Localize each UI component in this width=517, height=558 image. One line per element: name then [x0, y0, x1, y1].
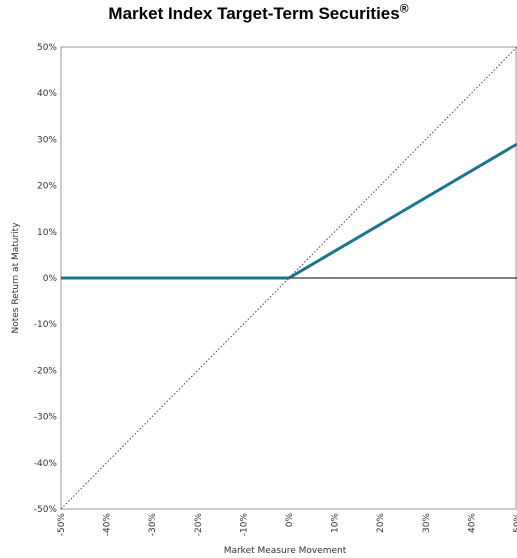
chart-title: Market Index Target-Term Securities®	[0, 1, 517, 24]
x-tick-label: 30%	[422, 513, 432, 533]
y-axis-ticks: -50% -40% -30% -20% -10% 0% 10% 20% 30% 40% 50%	[34, 43, 58, 515]
x-tick-label: -40%	[103, 513, 113, 537]
y-tick-label: -40%	[34, 459, 58, 469]
y-tick-label: 0%	[43, 274, 58, 284]
x-tick-label: 10%	[331, 513, 341, 533]
x-axis-ticks: -50% -40% -30% -20% -10% 0% 10% 20% 30% 40% 50%	[57, 513, 517, 537]
y-tick-label: -30%	[34, 413, 58, 423]
y-axis-label: Notes Return at Maturity	[11, 222, 21, 334]
x-tick-label: 20%	[376, 513, 386, 533]
x-tick-label: -10%	[239, 513, 249, 537]
x-tick-label: 0%	[285, 513, 295, 528]
registered-mark: ®	[399, 1, 409, 16]
y-tick-label: 20%	[37, 182, 57, 192]
y-tick-label: 40%	[37, 89, 57, 99]
y-tick-label: 10%	[37, 228, 57, 238]
chart-title-text: Market Index Target-Term Securities	[108, 4, 400, 23]
x-tick-label: 40%	[467, 513, 477, 533]
x-tick-label: -30%	[148, 513, 158, 537]
notes-return-line	[61, 142, 517, 280]
x-tick-label: -50%	[57, 513, 67, 537]
y-tick-label: 50%	[37, 43, 57, 53]
x-tick-label: 50%	[513, 513, 517, 533]
y-tick-label: -10%	[34, 320, 58, 330]
y-tick-label: -20%	[34, 366, 58, 376]
y-tick-label: -50%	[34, 505, 58, 515]
x-axis-label: Market Measure Movement	[224, 546, 347, 556]
x-tick-label: -20%	[194, 513, 204, 537]
series-group	[60, 46, 517, 510]
y-tick-label: 30%	[37, 135, 57, 145]
